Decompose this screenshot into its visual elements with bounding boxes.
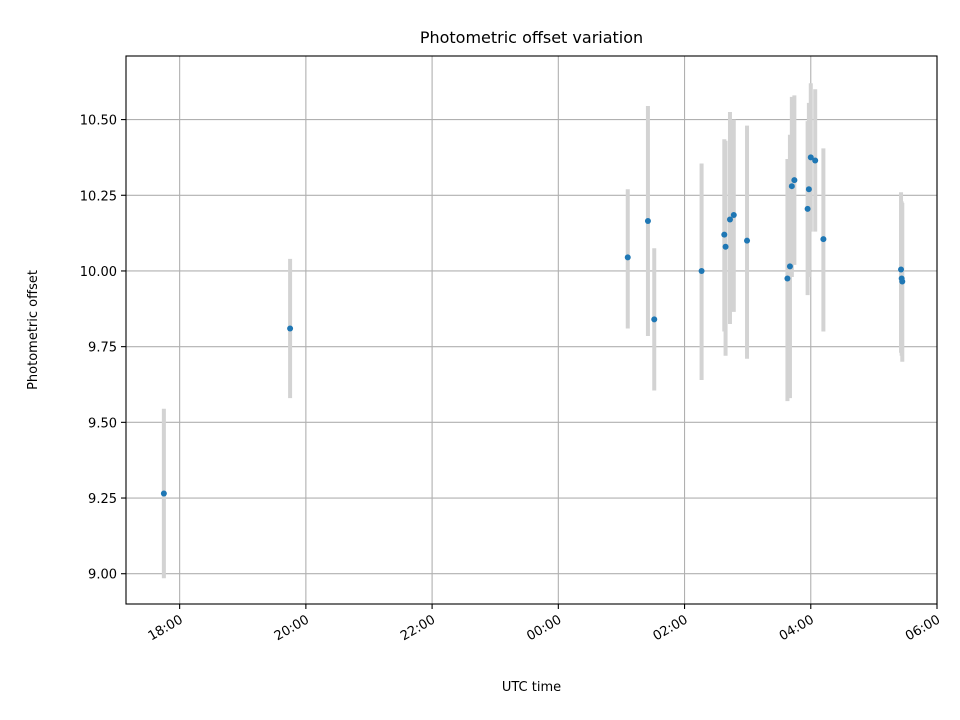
data-point	[807, 154, 814, 161]
data-point	[820, 236, 827, 243]
y-tick-label: 10.50	[80, 114, 117, 129]
data-point	[160, 490, 167, 497]
x-tick-label: 04:00	[777, 612, 817, 644]
x-axis-ticks: 18:00 20:00 22:00 00:00 02:00 04:00 06:00	[146, 604, 943, 644]
data-point	[805, 186, 812, 193]
y-axis-ticks: 9.00 9.25 9.50 9.75 10.00 10.25 10.50	[80, 114, 126, 583]
chart-title: Photometric offset variation	[420, 28, 643, 47]
data-point	[644, 218, 651, 225]
data-point	[722, 243, 729, 250]
y-tick-label: 10.25	[80, 189, 117, 204]
x-tick-label: 18:00	[146, 612, 186, 644]
y-tick-label: 9.00	[88, 568, 117, 583]
data-point	[898, 266, 905, 273]
data-point	[730, 211, 737, 218]
data-point	[651, 316, 658, 323]
data-points	[160, 154, 906, 497]
x-tick-label: 02:00	[651, 612, 691, 644]
data-point	[784, 275, 791, 282]
x-tick-label: 00:00	[524, 612, 564, 644]
data-point	[726, 216, 733, 223]
data-point	[744, 237, 751, 244]
data-point	[786, 263, 793, 270]
y-axis-label: Photometric offset	[26, 270, 41, 390]
data-point	[899, 278, 906, 285]
y-tick-label: 9.75	[88, 341, 117, 356]
x-axis-label: UTC time	[502, 680, 561, 695]
x-tick-label: 20:00	[272, 612, 312, 644]
data-point	[624, 254, 631, 261]
y-tick-label: 10.00	[80, 265, 117, 280]
data-point	[287, 325, 294, 332]
data-point	[812, 157, 819, 164]
y-tick-label: 9.50	[88, 416, 117, 431]
data-point	[788, 183, 795, 190]
data-point	[804, 205, 811, 212]
x-tick-label: 22:00	[398, 612, 438, 644]
data-point	[721, 231, 728, 238]
data-point	[791, 177, 798, 184]
plot-frame	[125, 55, 938, 605]
data-point	[698, 267, 705, 274]
y-tick-label: 9.25	[88, 492, 117, 507]
error-bars	[161, 83, 905, 579]
x-tick-label: 06:00	[903, 612, 943, 644]
